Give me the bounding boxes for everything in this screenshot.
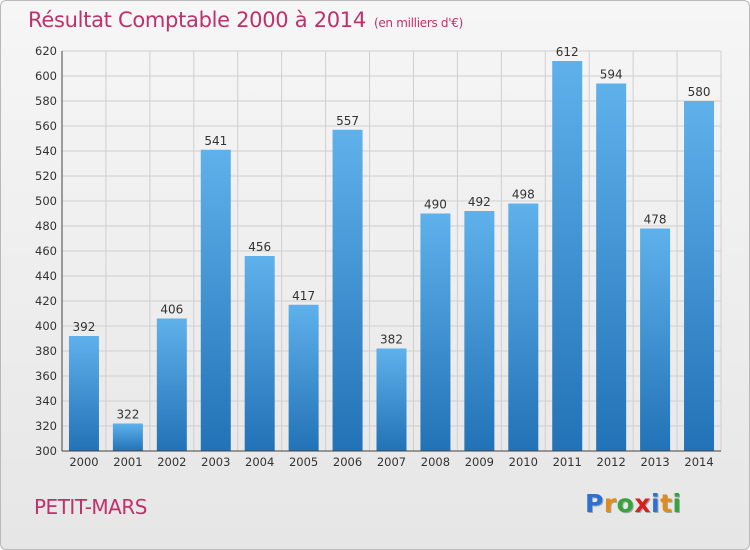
y-tick-label: 520 bbox=[35, 169, 57, 183]
bar-value-label: 612 bbox=[556, 45, 579, 59]
x-tick-label: 2002 bbox=[157, 455, 186, 469]
x-tick-label: 2003 bbox=[201, 455, 230, 469]
x-tick-label: 2014 bbox=[684, 455, 713, 469]
y-tick-label: 440 bbox=[35, 269, 57, 283]
logo-letter: i bbox=[672, 489, 682, 518]
x-tick-label: 2006 bbox=[333, 455, 362, 469]
bar-value-label: 406 bbox=[160, 303, 183, 317]
y-tick-label: 340 bbox=[35, 394, 57, 408]
bar bbox=[640, 228, 671, 451]
bar-value-label: 580 bbox=[688, 85, 711, 99]
logo-letter: x bbox=[634, 489, 651, 518]
x-tick-label: 2009 bbox=[465, 455, 494, 469]
bar-value-label: 322 bbox=[116, 408, 139, 422]
y-tick-label: 620 bbox=[35, 44, 57, 58]
unit-note: (en milliers d'€) bbox=[373, 16, 463, 30]
bar-value-label: 492 bbox=[468, 195, 491, 209]
y-tick-label: 500 bbox=[35, 194, 57, 208]
y-tick-label: 400 bbox=[35, 319, 57, 333]
bar-value-label: 557 bbox=[336, 114, 359, 128]
bar-value-label: 490 bbox=[424, 198, 447, 212]
x-tick-label: 2011 bbox=[553, 455, 582, 469]
bar-value-label: 541 bbox=[204, 134, 227, 148]
y-tick-label: 320 bbox=[35, 419, 57, 433]
bar-value-label: 382 bbox=[380, 333, 403, 347]
logo-letter: P bbox=[585, 489, 604, 518]
x-tick-label: 2005 bbox=[289, 455, 318, 469]
y-tick-label: 580 bbox=[35, 94, 57, 108]
bar bbox=[288, 304, 319, 451]
bar bbox=[112, 423, 143, 451]
x-tick-label: 2004 bbox=[245, 455, 274, 469]
bar bbox=[200, 149, 231, 451]
bar bbox=[332, 129, 363, 451]
y-tick-label: 380 bbox=[35, 344, 57, 358]
x-tick-label: 2010 bbox=[509, 455, 538, 469]
bar-value-label: 392 bbox=[73, 320, 96, 334]
bar-value-label: 417 bbox=[292, 289, 315, 303]
logo-letter: o bbox=[616, 489, 635, 518]
y-tick-label: 480 bbox=[35, 219, 57, 233]
bar bbox=[684, 101, 715, 451]
logo-letter: t bbox=[660, 489, 673, 518]
chart-title: Résultat Comptable 2000 à 2014 (en millie… bbox=[28, 8, 463, 32]
x-tick-label: 2000 bbox=[69, 455, 98, 469]
bar bbox=[156, 318, 187, 451]
logo-letter: r bbox=[603, 489, 617, 518]
x-tick-label: 2007 bbox=[377, 455, 406, 469]
bar bbox=[244, 256, 275, 451]
bar-value-label: 594 bbox=[600, 68, 623, 82]
logo-letter: i bbox=[651, 489, 661, 518]
x-tick-label: 2001 bbox=[113, 455, 142, 469]
bar bbox=[68, 336, 99, 451]
bar bbox=[596, 83, 627, 451]
bar-value-label: 478 bbox=[644, 213, 667, 227]
y-tick-label: 300 bbox=[35, 444, 57, 458]
chart-title-text: Résultat Comptable 2000 à 2014 bbox=[28, 8, 366, 32]
y-tick-label: 360 bbox=[35, 369, 57, 383]
x-tick-label: 2008 bbox=[421, 455, 450, 469]
y-tick-label: 460 bbox=[35, 244, 57, 258]
y-tick-label: 600 bbox=[35, 69, 57, 83]
bar bbox=[376, 348, 407, 451]
y-tick-label: 560 bbox=[35, 119, 57, 133]
bar bbox=[464, 211, 495, 451]
bar bbox=[552, 61, 583, 451]
x-tick-label: 2013 bbox=[640, 455, 669, 469]
bar-value-label: 456 bbox=[248, 240, 271, 254]
commune-name: PETIT-MARS bbox=[34, 495, 147, 519]
proxiti-logo: Proxiti bbox=[585, 489, 682, 518]
bar bbox=[420, 213, 451, 451]
y-tick-label: 420 bbox=[35, 294, 57, 308]
bar-value-label: 498 bbox=[512, 188, 535, 202]
y-tick-label: 540 bbox=[35, 144, 57, 158]
bar bbox=[508, 203, 539, 451]
x-tick-label: 2012 bbox=[597, 455, 626, 469]
